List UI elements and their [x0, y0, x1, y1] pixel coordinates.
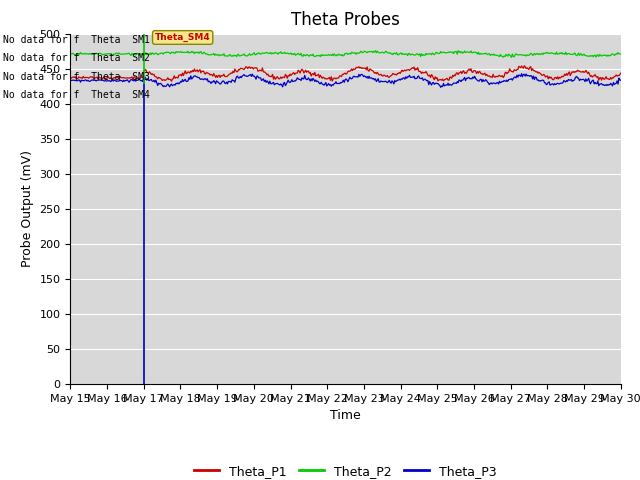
Theta_P3: [164, 81, 172, 87]
Theta_P3: [518, 71, 525, 76]
Theta_P2: [482, 50, 490, 56]
Theta_P1: [317, 72, 324, 78]
Line: Theta_P2: Theta_P2: [70, 51, 621, 58]
Text: Theta_SM4: Theta_SM4: [155, 33, 211, 42]
Line: Theta_P3: Theta_P3: [70, 73, 621, 87]
Theta_P2: [391, 50, 399, 56]
Text: No data for f  Theta  SM3: No data for f Theta SM3: [3, 72, 150, 82]
Y-axis label: Probe Output (mV): Probe Output (mV): [21, 150, 34, 267]
Theta_P1: [435, 77, 443, 83]
Theta_P1: [617, 70, 625, 76]
Theta_P2: [434, 50, 442, 56]
Theta_P2: [617, 51, 625, 57]
Theta_P3: [67, 78, 74, 84]
Theta_P3: [391, 78, 399, 84]
Text: No data for f  Theta  SM2: No data for f Theta SM2: [3, 53, 150, 63]
Theta_P2: [67, 51, 74, 57]
Theta_P3: [208, 79, 216, 85]
Theta_P1: [209, 73, 217, 79]
Theta_P3: [316, 81, 323, 86]
Theta_P2: [508, 55, 515, 60]
Text: No data for f  Theta  SM1: No data for f Theta SM1: [3, 35, 150, 45]
Theta_P3: [434, 81, 442, 86]
Theta_P2: [164, 49, 172, 55]
Theta_P1: [392, 72, 399, 77]
Theta_P3: [482, 77, 490, 83]
Line: Theta_P1: Theta_P1: [70, 66, 621, 81]
Theta_P2: [208, 51, 216, 57]
Theta_P1: [164, 75, 172, 81]
Theta_P1: [67, 74, 74, 80]
X-axis label: Time: Time: [330, 409, 361, 422]
Theta_P1: [168, 78, 175, 84]
Theta_P1: [520, 63, 528, 69]
Theta_P2: [454, 48, 462, 54]
Theta_P1: [482, 72, 490, 78]
Theta_P2: [316, 52, 323, 58]
Title: Theta Probes: Theta Probes: [291, 11, 400, 29]
Theta_P3: [437, 84, 445, 90]
Legend: Theta_P1, Theta_P2, Theta_P3: Theta_P1, Theta_P2, Theta_P3: [189, 460, 502, 480]
Theta_P3: [617, 77, 625, 83]
Text: No data for f  Theta  SM4: No data for f Theta SM4: [3, 90, 150, 100]
